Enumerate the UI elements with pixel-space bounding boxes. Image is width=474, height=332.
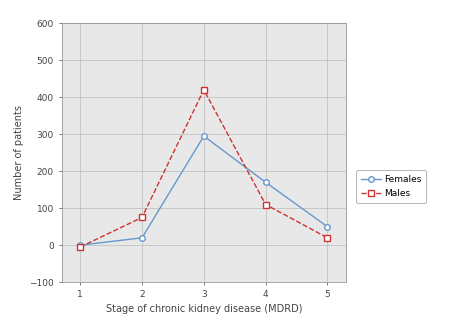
- Females: [201, 134, 207, 138]
- Line: Females: Females: [77, 133, 330, 248]
- Females: [139, 236, 145, 240]
- Males: [325, 236, 330, 240]
- Males: [263, 203, 268, 207]
- Females: [263, 180, 268, 184]
- Males: [201, 88, 207, 92]
- Females: [77, 243, 83, 247]
- Line: Males: Males: [77, 87, 330, 250]
- Y-axis label: Number of patients: Number of patients: [14, 105, 24, 200]
- Females: [325, 225, 330, 229]
- Males: [77, 245, 83, 249]
- Legend: Females, Males: Females, Males: [356, 170, 426, 203]
- X-axis label: Stage of chronic kidney disease (MDRD): Stage of chronic kidney disease (MDRD): [106, 304, 302, 314]
- Males: [139, 215, 145, 219]
